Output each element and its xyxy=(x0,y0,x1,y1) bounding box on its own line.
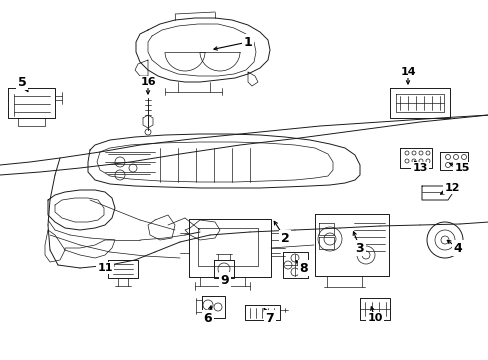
Text: 5: 5 xyxy=(18,76,26,89)
Text: 14: 14 xyxy=(399,67,415,77)
Text: 16: 16 xyxy=(140,77,156,87)
Text: 3: 3 xyxy=(355,242,364,255)
Text: 1: 1 xyxy=(243,36,252,49)
Text: 15: 15 xyxy=(453,163,469,173)
Text: 9: 9 xyxy=(220,274,229,287)
Text: 7: 7 xyxy=(265,311,274,324)
Text: 13: 13 xyxy=(411,163,427,173)
Text: 8: 8 xyxy=(299,261,307,274)
Text: 2: 2 xyxy=(280,231,289,244)
Text: 6: 6 xyxy=(203,311,212,324)
Text: 4: 4 xyxy=(453,242,462,255)
Text: 11: 11 xyxy=(97,263,113,273)
Text: 12: 12 xyxy=(443,183,459,193)
Text: 10: 10 xyxy=(366,313,382,323)
